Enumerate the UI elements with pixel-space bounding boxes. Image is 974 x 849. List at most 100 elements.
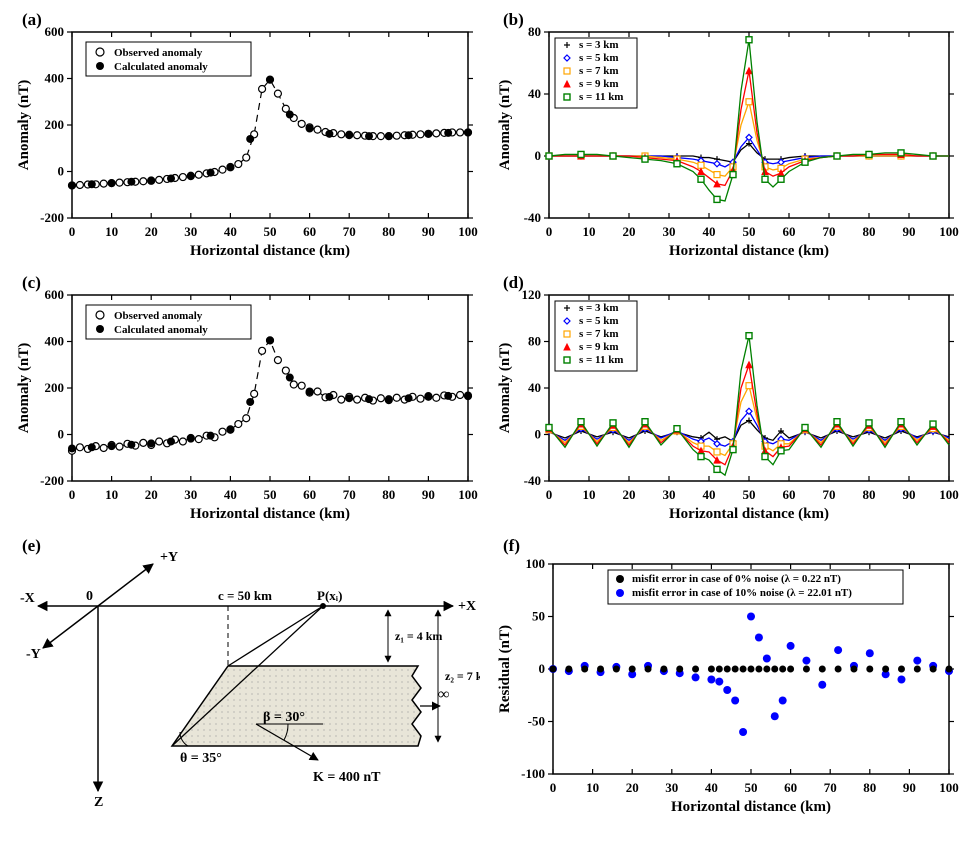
svg-text:40: 40	[528, 86, 541, 101]
svg-text:0: 0	[69, 224, 76, 239]
svg-text:50: 50	[532, 609, 545, 624]
svg-text:60: 60	[783, 487, 796, 502]
panel-label-b: (b)	[503, 10, 524, 30]
svg-text:misfit error in case of 0% noi: misfit error in case of 0% noise (λ = 0.…	[632, 573, 841, 585]
svg-text:20: 20	[626, 780, 639, 795]
svg-text:30: 30	[184, 487, 197, 502]
svg-text:80: 80	[863, 487, 876, 502]
svg-text:10: 10	[583, 224, 596, 239]
svg-text:θ = 35°: θ = 35°	[180, 751, 222, 766]
svg-text:120: 120	[522, 287, 542, 302]
svg-text:β = 30°: β = 30°	[263, 710, 305, 725]
panel-label-a: (a)	[22, 10, 42, 30]
svg-text:40: 40	[703, 224, 716, 239]
svg-text:Anomaly (nT): Anomaly (nT)	[16, 80, 32, 170]
panel-label-d: (d)	[503, 273, 524, 293]
chart-b: 0102030405060708090100-4004080Horizontal…	[491, 10, 961, 260]
svg-text:K = 400 nT: K = 400 nT	[313, 770, 381, 785]
svg-text:s = 7 km: s = 7 km	[579, 65, 619, 77]
svg-text:100: 100	[939, 780, 959, 795]
svg-text:90: 90	[903, 487, 916, 502]
svg-text:z₁ = 4 km: z₁ = 4 km	[395, 629, 442, 643]
svg-text:-100: -100	[521, 766, 545, 781]
svg-text:80: 80	[382, 224, 395, 239]
svg-text:misfit error in case of 10% no: misfit error in case of 10% noise (λ = 2…	[632, 587, 852, 599]
svg-text:10: 10	[586, 780, 599, 795]
svg-text:70: 70	[823, 224, 836, 239]
svg-text:80: 80	[863, 780, 876, 795]
svg-text:s = 7 km: s = 7 km	[579, 328, 619, 340]
svg-text:0: 0	[546, 224, 553, 239]
svg-text:0: 0	[58, 164, 65, 179]
panel-label-e: (e)	[22, 536, 41, 556]
svg-text:30: 30	[663, 487, 676, 502]
svg-text:+Y: +Y	[160, 550, 178, 565]
svg-text:80: 80	[382, 487, 395, 502]
svg-text:40: 40	[528, 380, 541, 395]
diagram-e: +Y-Y+X-XZ0c = 50 kmP(xᵢ)z₁ = 4 kmz₂ = 7 …	[10, 536, 480, 816]
chart-f: 0102030405060708090100-100-50050100Horiz…	[491, 536, 961, 816]
svg-text:Horizontal distance (km): Horizontal distance (km)	[190, 506, 350, 522]
svg-text:20: 20	[145, 224, 158, 239]
svg-text:80: 80	[863, 224, 876, 239]
svg-text:0: 0	[58, 427, 65, 442]
svg-text:P(xᵢ): P(xᵢ)	[317, 588, 342, 603]
svg-text:0: 0	[535, 427, 542, 442]
svg-text:60: 60	[303, 487, 316, 502]
svg-text:40: 40	[224, 487, 237, 502]
panel-label-c: (c)	[22, 273, 41, 293]
svg-text:z₂ = 7 km: z₂ = 7 km	[445, 669, 480, 683]
svg-text:400: 400	[45, 71, 65, 86]
chart-d: 0102030405060708090100-4004080120Horizon…	[491, 273, 961, 523]
svg-text:s = 3 km: s = 3 km	[579, 302, 619, 314]
svg-text:Horizontal distance (km): Horizontal distance (km)	[669, 506, 829, 522]
svg-text:Anomaly (nT): Anomaly (nT)	[16, 343, 32, 433]
svg-text:0: 0	[86, 589, 93, 604]
svg-text:400: 400	[45, 334, 65, 349]
svg-text:40: 40	[703, 487, 716, 502]
svg-text:70: 70	[823, 487, 836, 502]
svg-text:60: 60	[784, 780, 797, 795]
svg-text:Horizontal distance (km): Horizontal distance (km)	[671, 799, 831, 815]
svg-text:50: 50	[743, 224, 756, 239]
svg-text:-40: -40	[524, 210, 541, 225]
svg-text:600: 600	[45, 287, 65, 302]
svg-text:+X: +X	[458, 599, 476, 614]
svg-text:100: 100	[526, 556, 546, 571]
svg-text:Anomaly (nT): Anomaly (nT)	[497, 80, 513, 170]
svg-text:Horizontal distance (km): Horizontal distance (km)	[190, 243, 350, 259]
svg-text:Residual (nT): Residual (nT)	[497, 625, 513, 713]
svg-text:90: 90	[903, 224, 916, 239]
svg-text:∞: ∞	[438, 686, 449, 703]
svg-text:-200: -200	[40, 210, 64, 225]
svg-text:50: 50	[745, 780, 758, 795]
svg-text:s = 11 km: s = 11 km	[579, 91, 623, 103]
svg-text:30: 30	[665, 780, 678, 795]
svg-text:10: 10	[105, 224, 118, 239]
svg-text:-50: -50	[528, 714, 545, 729]
svg-text:70: 70	[343, 487, 356, 502]
svg-text:-40: -40	[524, 473, 541, 488]
svg-text:90: 90	[903, 780, 916, 795]
svg-text:Calculated anomaly: Calculated anomaly	[114, 61, 208, 73]
svg-text:Observed anomaly: Observed anomaly	[114, 47, 203, 59]
svg-text:0: 0	[546, 487, 553, 502]
svg-text:20: 20	[145, 487, 158, 502]
svg-text:50: 50	[264, 487, 277, 502]
svg-text:-X: -X	[20, 591, 35, 606]
svg-text:90: 90	[422, 224, 435, 239]
svg-text:s = 5 km: s = 5 km	[579, 52, 619, 64]
svg-text:40: 40	[705, 780, 718, 795]
svg-text:0: 0	[550, 780, 557, 795]
svg-text:-200: -200	[40, 473, 64, 488]
svg-text:100: 100	[458, 224, 478, 239]
svg-text:80: 80	[528, 334, 541, 349]
svg-text:20: 20	[623, 224, 636, 239]
svg-text:s = 9 km: s = 9 km	[579, 341, 619, 353]
chart-a: 0102030405060708090100-2000200400600Hori…	[10, 10, 480, 260]
svg-text:Observed anomaly: Observed anomaly	[114, 310, 203, 322]
svg-text:s = 11 km: s = 11 km	[579, 354, 623, 366]
svg-text:20: 20	[623, 487, 636, 502]
svg-text:60: 60	[303, 224, 316, 239]
svg-text:10: 10	[105, 487, 118, 502]
